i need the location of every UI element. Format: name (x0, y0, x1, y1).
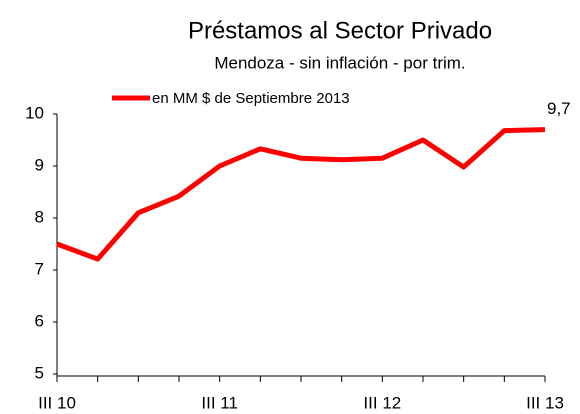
x-tick-label: III 13 (526, 393, 564, 412)
y-tick-label: 8 (35, 207, 44, 226)
chart-subtitle: Mendoza - sin inflación - por trim. (214, 53, 465, 72)
legend-label: en MM $ de Septiembre 2013 (152, 90, 350, 107)
y-tick-label: 9 (35, 155, 44, 174)
y-tick-label: 7 (35, 259, 44, 278)
data-label: 9,7 (547, 99, 571, 118)
y-tick-label: 10 (25, 103, 44, 122)
y-tick-label: 5 (35, 363, 44, 382)
series-line (56, 127, 546, 262)
y-tick-label: 6 (35, 311, 44, 330)
x-tick-label: III 12 (363, 393, 401, 412)
x-tick-label: III 11 (201, 393, 238, 412)
x-tick-label: III 10 (38, 393, 76, 412)
chart-title: Préstamos al Sector Privado (188, 17, 492, 44)
